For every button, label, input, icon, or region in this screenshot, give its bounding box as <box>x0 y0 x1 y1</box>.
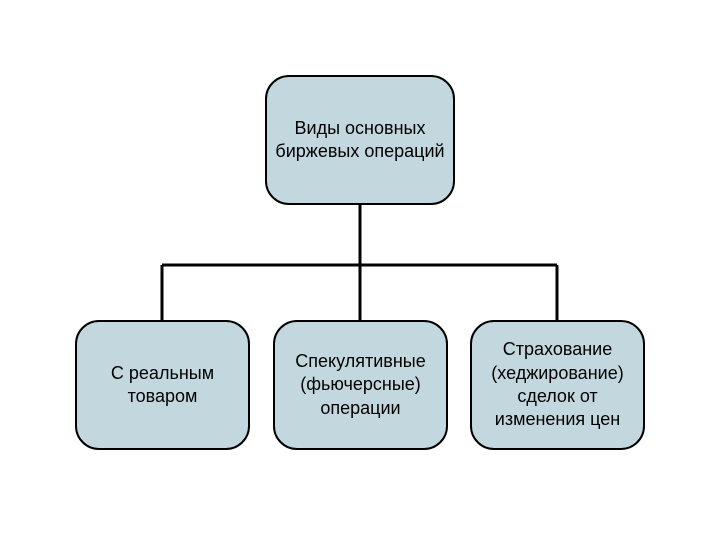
tree-root-label: Виды основных биржевых операций <box>275 117 445 164</box>
tree-child-label: Страхование (хеджирование) сделок от изм… <box>480 338 635 432</box>
tree-child-node: С реальным товаром <box>75 320 250 450</box>
tree-child-label: Спекулятивные (фьючерсные) операции <box>283 350 438 420</box>
tree-child-node: Страхование (хеджирование) сделок от изм… <box>470 320 645 450</box>
tree-child-node: Спекулятивные (фьючерсные) операции <box>273 320 448 450</box>
tree-root-node: Виды основных биржевых операций <box>265 75 455 205</box>
tree-child-label: С реальным товаром <box>85 362 240 409</box>
